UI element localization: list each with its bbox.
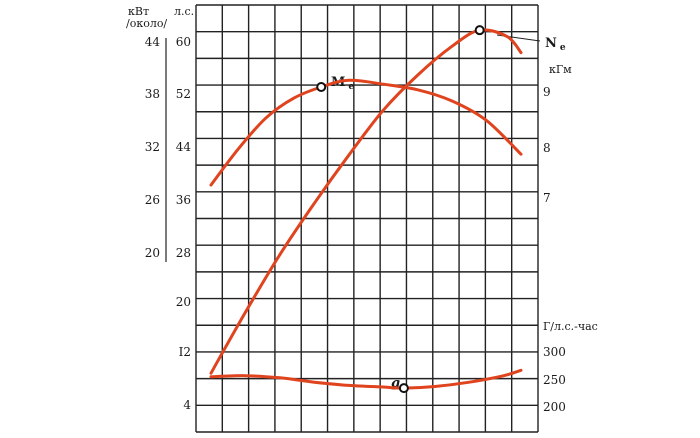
- lower-hp-tick-label: 4: [183, 398, 191, 412]
- kgm-tick-label: 9: [543, 85, 551, 99]
- torque-curve-line: [209, 78, 523, 187]
- hp-tick-label: 36: [176, 193, 191, 207]
- kw-unit-label: кВт: [128, 5, 149, 18]
- power-curve-marker: [474, 25, 485, 36]
- kw-unit-label-approx: /около/: [126, 17, 167, 30]
- kgm-tick-label: 7: [543, 191, 551, 205]
- fuel-consumption-curve-marker: [398, 383, 409, 394]
- fuel-consumption-curve-line: [209, 368, 523, 390]
- gsfc-tick-label: 250: [543, 373, 566, 387]
- fuel-consumption-curve-label: g: [391, 376, 400, 391]
- hp-tick-label: 28: [176, 246, 191, 260]
- kgm-unit-label: кГм: [549, 63, 572, 76]
- gsfc-unit-label: Г/л.с.-час: [543, 320, 598, 333]
- gsfc-tick-label: 200: [543, 400, 566, 414]
- lower-hp-tick-label: 20: [176, 295, 191, 309]
- hp-unit-label: л.с.: [174, 5, 194, 18]
- kw-tick-label: 20: [145, 246, 160, 260]
- curves: [209, 25, 523, 394]
- kw-tick-label: 26: [145, 193, 160, 207]
- torque-curve-marker: [316, 82, 327, 92]
- power-curve-line: [209, 28, 523, 375]
- kw-tick-label: 44: [145, 35, 161, 49]
- hp-tick-label: 52: [176, 87, 191, 101]
- kw-tick-label: 38: [145, 87, 160, 101]
- hp-tick-label: 44: [176, 140, 192, 154]
- gsfc-tick-label: 300: [543, 345, 566, 359]
- lower-hp-tick-label: I2: [179, 345, 191, 359]
- kw-tick-label: 32: [145, 140, 160, 154]
- kgm-tick-label: 8: [543, 141, 551, 155]
- hp-tick-label: 60: [176, 35, 191, 49]
- grid: [195, 4, 539, 433]
